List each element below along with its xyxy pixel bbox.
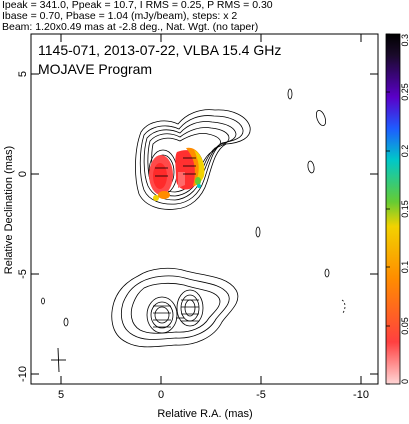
header-line-3: Beam: 1.20x0.49 mas at -2.8 deg., Nat. W… xyxy=(2,21,259,33)
axis-ticks xyxy=(31,34,378,384)
y-axis-label: Relative Declination (mas) xyxy=(3,146,15,274)
x-tick-label: -5 xyxy=(256,389,266,401)
lower-polarization-vectors xyxy=(153,299,199,328)
map-title: 1145-071, 2013-07-22, VLBA 15.4 GHz xyxy=(38,42,281,58)
colorbar-labels: 0.3 0.25 0.2 0.15 0.1 0.05 0 xyxy=(400,34,409,384)
colorbar-tick-label: 0.25 xyxy=(400,83,409,101)
plot-frame xyxy=(30,33,379,385)
map-subtitle: MOJAVE Program xyxy=(38,61,152,77)
header-line-2: Ibase = 0.70, Pbase = 1.04 (mJy/beam), s… xyxy=(2,10,238,22)
colorbar-tick-label: 0.2 xyxy=(400,145,409,158)
x-tick-label: -10 xyxy=(353,389,369,401)
colorbar-tick-label: 0.15 xyxy=(400,200,409,218)
beam-marker xyxy=(51,347,66,373)
noise-contours xyxy=(41,88,346,327)
colorbar-tick-label: 0.05 xyxy=(400,317,409,335)
polarization-color-map xyxy=(149,147,205,201)
x-axis-label: Relative R.A. (mas) xyxy=(157,408,252,420)
colorbar-ticks xyxy=(386,33,390,385)
y-tick-label: -5 xyxy=(17,269,29,279)
colorbar-tick-label: 0.1 xyxy=(400,261,409,274)
lower-component-contours xyxy=(111,267,239,348)
y-tick-label: -10 xyxy=(17,366,29,382)
colorbar-tick-label: 0 xyxy=(400,379,409,384)
x-tick-label: 0 xyxy=(158,389,164,401)
colorbar-tick-label: 0.3 xyxy=(400,34,409,47)
y-tick-label: 5 xyxy=(17,71,29,77)
header-line-1: Ipeak = 341.0, Ppeak = 10.7, I RMS = 0.2… xyxy=(2,0,273,11)
y-tick-label: 0 xyxy=(17,171,29,177)
x-tick-label: 5 xyxy=(58,389,64,401)
polarization-vectors xyxy=(155,157,196,177)
